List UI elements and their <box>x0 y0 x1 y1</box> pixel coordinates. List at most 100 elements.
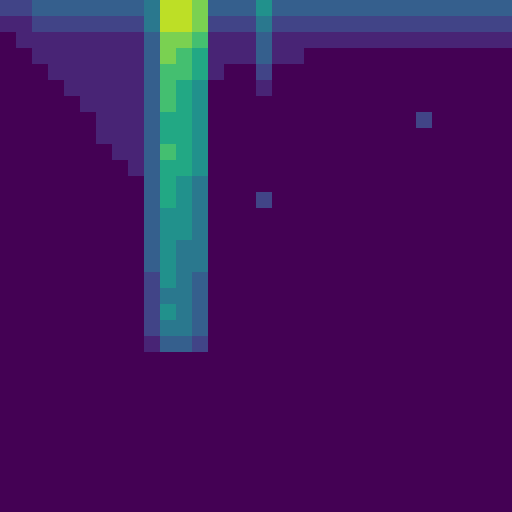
heatmap-cell <box>16 96 33 113</box>
heatmap-cell <box>160 384 177 401</box>
heatmap-cell <box>400 448 417 465</box>
heatmap-cell <box>496 304 512 321</box>
heatmap-cell <box>176 384 193 401</box>
heatmap-cell <box>384 400 401 417</box>
heatmap-cell <box>224 64 241 81</box>
heatmap-cell <box>80 48 97 65</box>
heatmap-cell <box>128 144 145 161</box>
heatmap-cell <box>0 400 17 417</box>
heatmap-cell <box>336 288 353 305</box>
heatmap-cell <box>496 224 512 241</box>
heatmap-cell <box>0 320 17 337</box>
heatmap-cell <box>96 304 113 321</box>
heatmap-cell <box>432 192 449 209</box>
heatmap-cell <box>304 416 321 433</box>
heatmap-cell <box>32 400 49 417</box>
heatmap-cell <box>64 336 81 353</box>
heatmap-cell <box>496 0 512 17</box>
heatmap-cell <box>80 368 97 385</box>
heatmap-cell <box>480 464 497 481</box>
heatmap-cell <box>368 96 385 113</box>
heatmap-cell <box>336 128 353 145</box>
heatmap-cell <box>288 112 305 129</box>
heatmap-cell <box>176 112 193 129</box>
heatmap-cell <box>240 96 257 113</box>
heatmap-cell <box>288 192 305 209</box>
heatmap-cell <box>352 112 369 129</box>
heatmap-cell <box>432 368 449 385</box>
heatmap-cell <box>320 64 337 81</box>
heatmap-cell <box>208 464 225 481</box>
heatmap-cell <box>32 160 49 177</box>
heatmap-cell <box>0 144 17 161</box>
heatmap-cell <box>64 16 81 33</box>
heatmap-cell <box>320 288 337 305</box>
heatmap-cell <box>352 352 369 369</box>
heatmap-cell <box>304 272 321 289</box>
heatmap-cell <box>144 0 161 17</box>
heatmap-cell <box>80 432 97 449</box>
heatmap-cell <box>32 0 49 17</box>
heatmap-cell <box>192 384 209 401</box>
heatmap-cell <box>448 144 465 161</box>
heatmap-cell <box>192 336 209 353</box>
heatmap-cell <box>464 480 481 497</box>
heatmap-cell <box>256 400 273 417</box>
heatmap-cell <box>480 480 497 497</box>
heatmap-cell <box>336 48 353 65</box>
heatmap-cell <box>320 272 337 289</box>
heatmap-cell <box>112 448 129 465</box>
heatmap-cell <box>496 32 512 49</box>
heatmap-cell <box>16 384 33 401</box>
heatmap-cell <box>144 64 161 81</box>
heatmap-cell <box>176 16 193 33</box>
heatmap-cell <box>400 208 417 225</box>
heatmap-cell <box>192 464 209 481</box>
heatmap-cell <box>432 352 449 369</box>
heatmap-cell <box>448 304 465 321</box>
heatmap-cell <box>208 480 225 497</box>
heatmap-cell <box>400 192 417 209</box>
heatmap-cell <box>304 304 321 321</box>
heatmap-cell <box>480 448 497 465</box>
heatmap-cell <box>176 304 193 321</box>
heatmap-cell <box>256 0 273 17</box>
heatmap-cell <box>416 320 433 337</box>
heatmap-cell <box>48 176 65 193</box>
heatmap-cell <box>416 0 433 17</box>
heatmap-cell <box>480 432 497 449</box>
heatmap-cell <box>368 368 385 385</box>
heatmap-cell <box>256 368 273 385</box>
heatmap-cell <box>144 208 161 225</box>
heatmap-cell <box>0 224 17 241</box>
heatmap-cell <box>32 448 49 465</box>
heatmap-cell <box>432 16 449 33</box>
heatmap-cell <box>96 64 113 81</box>
heatmap-cell <box>96 160 113 177</box>
heatmap-cell <box>480 416 497 433</box>
heatmap-cell <box>80 64 97 81</box>
heatmap-cell <box>32 352 49 369</box>
heatmap-cell <box>240 400 257 417</box>
heatmap-cell <box>288 48 305 65</box>
heatmap-cell <box>224 112 241 129</box>
heatmap-cell <box>352 400 369 417</box>
heatmap-cell <box>80 256 97 273</box>
heatmap-cell <box>256 96 273 113</box>
heatmap-cell <box>192 192 209 209</box>
heatmap-cell <box>272 192 289 209</box>
heatmap-cell <box>48 64 65 81</box>
heatmap-cell <box>272 144 289 161</box>
heatmap-cell <box>240 224 257 241</box>
heatmap-cell <box>0 272 17 289</box>
heatmap-cell <box>320 240 337 257</box>
heatmap-cell <box>288 400 305 417</box>
heatmap-cell <box>384 64 401 81</box>
heatmap-cell <box>496 480 512 497</box>
heatmap-cell <box>176 192 193 209</box>
heatmap-cell <box>144 128 161 145</box>
heatmap-cell <box>80 384 97 401</box>
heatmap-cell <box>224 208 241 225</box>
heatmap-cell <box>352 144 369 161</box>
heatmap-cell <box>240 496 257 512</box>
